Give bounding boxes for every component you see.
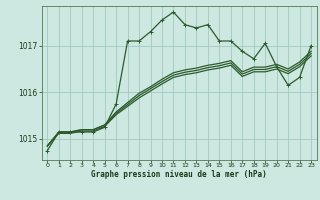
X-axis label: Graphe pression niveau de la mer (hPa): Graphe pression niveau de la mer (hPa) (91, 170, 267, 179)
